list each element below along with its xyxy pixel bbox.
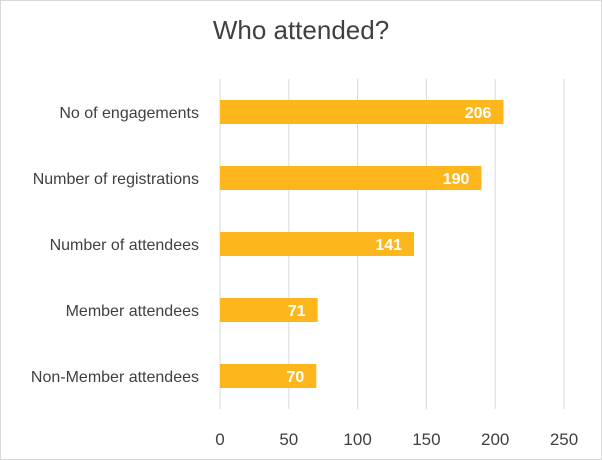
bar-3 bbox=[220, 298, 318, 322]
category-label-2: Number of attendees bbox=[50, 237, 199, 254]
data-label-1: 190 bbox=[443, 171, 470, 188]
bar-1 bbox=[220, 166, 482, 190]
x-tick-label-4: 200 bbox=[481, 430, 509, 449]
category-label-4: Non-Member attendees bbox=[31, 369, 199, 386]
bar-2 bbox=[220, 232, 415, 256]
data-label-3: 71 bbox=[288, 303, 306, 320]
data-label-2: 141 bbox=[375, 237, 402, 254]
chart-title: Who attended? bbox=[212, 15, 390, 45]
data-label-0: 206 bbox=[465, 105, 492, 122]
x-tick-label-5: 250 bbox=[550, 430, 578, 449]
x-tick-label-2: 100 bbox=[343, 430, 371, 449]
bar-0 bbox=[220, 100, 504, 124]
data-label-4: 70 bbox=[287, 369, 305, 386]
x-tick-label-0: 0 bbox=[215, 430, 224, 449]
category-label-1: Number of registrations bbox=[33, 171, 199, 188]
category-label-3: Member attendees bbox=[66, 303, 199, 320]
bar-4 bbox=[220, 364, 317, 388]
x-tick-label-1: 50 bbox=[279, 430, 298, 449]
x-tick-label-3: 150 bbox=[412, 430, 440, 449]
category-label-0: No of engagements bbox=[59, 105, 199, 122]
